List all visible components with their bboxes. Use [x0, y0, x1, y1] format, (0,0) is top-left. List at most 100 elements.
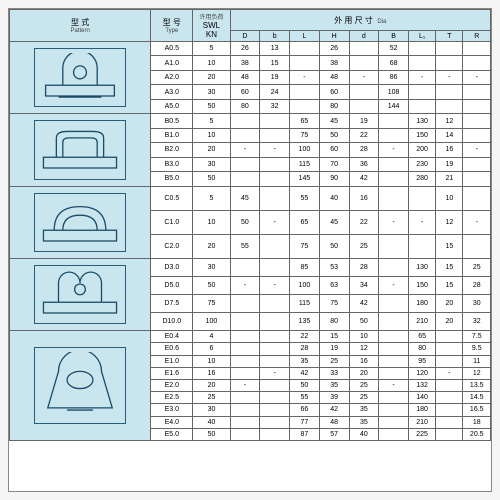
cell-type: E1.6 [151, 367, 193, 379]
cell-R: 14.5 [463, 392, 491, 404]
cell-B: 108 [379, 85, 409, 99]
cell-swl: 50 [193, 99, 230, 113]
cell-T: 14 [436, 128, 463, 142]
cell-b [260, 295, 290, 313]
cell-D [230, 343, 260, 355]
pattern-cell-B [10, 114, 151, 186]
cell-D [230, 258, 260, 276]
cell-L: 35 [290, 355, 320, 367]
cell-L1: 65 [408, 331, 435, 343]
cell-swl: 6 [193, 343, 230, 355]
cell-type: A2.0 [151, 70, 193, 84]
cell-d: 16 [349, 355, 379, 367]
cell-T [436, 56, 463, 70]
cell-swl: 5 [193, 186, 230, 210]
cell-L1 [408, 56, 435, 70]
cell-B: - [379, 210, 409, 234]
cell-L1: 180 [408, 404, 435, 416]
cell-B: 86 [379, 70, 409, 84]
cell-T [436, 99, 463, 113]
cell-R [463, 128, 491, 142]
cell-b: 15 [260, 56, 290, 70]
cell-B [379, 128, 409, 142]
cell-T [436, 343, 463, 355]
cell-R: 30 [463, 295, 491, 313]
cell-L1: 200 [408, 143, 435, 157]
cell-R [463, 186, 491, 210]
cell-D: 45 [230, 186, 260, 210]
cell-b [260, 234, 290, 258]
col-H: H [319, 31, 349, 42]
cell-T: - [436, 367, 463, 379]
cell-H: 63 [319, 276, 349, 294]
cell-swl: 10 [193, 210, 230, 234]
cell-type: C2.0 [151, 234, 193, 258]
cell-b: - [260, 276, 290, 294]
cell-type: C1.0 [151, 210, 193, 234]
cell-B [379, 428, 409, 440]
cell-H: 45 [319, 114, 349, 128]
cell-type: D7.5 [151, 295, 193, 313]
cell-swl: 4 [193, 331, 230, 343]
cell-L: 75 [290, 234, 320, 258]
cell-T: 15 [436, 234, 463, 258]
cell-d: 10 [349, 331, 379, 343]
cell-type: E0.6 [151, 343, 193, 355]
hdr-dia-en: Dia [377, 19, 386, 25]
cell-L1: 230 [408, 157, 435, 171]
cell-swl: 30 [193, 85, 230, 99]
cell-D [230, 114, 260, 128]
cell-L1: 210 [408, 313, 435, 331]
cell-L: 87 [290, 428, 320, 440]
cell-R [463, 114, 491, 128]
cell-d [349, 56, 379, 70]
cell-d: 34 [349, 276, 379, 294]
diagram-A [34, 48, 126, 107]
cell-H: 48 [319, 70, 349, 84]
cell-H: 26 [319, 42, 349, 56]
table-header: 型 式 Pattern 型 号 Type 许用负荷 SWL KN 外 用 尺 寸… [10, 10, 491, 42]
cell-R: 11 [463, 355, 491, 367]
cell-swl: 100 [193, 313, 230, 331]
cell-H: 19 [319, 343, 349, 355]
cell-H: 45 [319, 210, 349, 234]
cell-L1: 132 [408, 379, 435, 391]
cell-d: 28 [349, 143, 379, 157]
cell-B: 144 [379, 99, 409, 113]
cell-D [230, 404, 260, 416]
cell-B [379, 295, 409, 313]
cell-swl: 16 [193, 367, 230, 379]
cell-b: 19 [260, 70, 290, 84]
cell-swl: 5 [193, 42, 230, 56]
cell-L1: 130 [408, 258, 435, 276]
cell-L: - [290, 70, 320, 84]
cell-L1: - [408, 210, 435, 234]
cell-L1: 95 [408, 355, 435, 367]
cell-swl: 20 [193, 70, 230, 84]
cell-d: - [349, 70, 379, 84]
cell-L [290, 56, 320, 70]
cell-type: B3.0 [151, 157, 193, 171]
cell-type: A5.0 [151, 99, 193, 113]
cell-type: D10.0 [151, 313, 193, 331]
cell-L1 [408, 99, 435, 113]
cell-L1: 225 [408, 428, 435, 440]
col-L1: L₁ [408, 31, 435, 42]
cell-T: 12 [436, 114, 463, 128]
cell-b [260, 114, 290, 128]
cell-d: 20 [349, 367, 379, 379]
cell-T [436, 379, 463, 391]
cell-type: B0.5 [151, 114, 193, 128]
cell-D: - [230, 143, 260, 157]
cell-d: 35 [349, 416, 379, 428]
cell-B: 68 [379, 56, 409, 70]
cell-type: C0.5 [151, 186, 193, 210]
cell-b [260, 258, 290, 276]
cell-type: E1.0 [151, 355, 193, 367]
cell-L: 115 [290, 295, 320, 313]
cell-B: - [379, 276, 409, 294]
diagram-C [34, 193, 126, 252]
cell-D [230, 331, 260, 343]
cell-D [230, 416, 260, 428]
spec-table-sheet: 型 式 Pattern 型 号 Type 许用负荷 SWL KN 外 用 尺 寸… [8, 8, 492, 492]
